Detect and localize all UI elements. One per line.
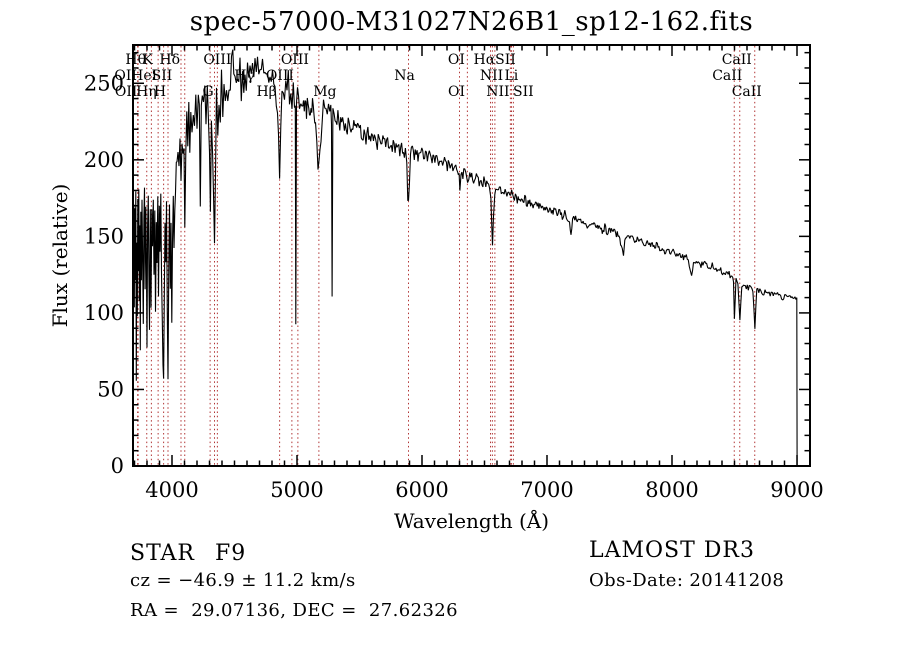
y-tick-label: 50 [97,377,124,401]
x-tick-label: 6000 [395,478,448,502]
spectral-line-label: SII [152,68,173,84]
spectral-line-label: CaII [732,84,762,100]
x-tick-label: 7000 [520,478,573,502]
spectral-line-label: Hγ [234,68,255,84]
spectral-line-label: OII [114,68,137,84]
x-axis-title: Wavelength (Å) [394,508,549,533]
spectral-line-label: SII [513,84,534,100]
spectral-line-label: NII [486,84,509,100]
x-tick-label: 8000 [645,478,698,502]
y-axis-title: Flux (relative) [48,184,72,328]
survey-release-label: LAMOST DR3 [589,538,755,563]
plot-area: 4000 5000 6000 7000 8000 9000 0 50 100 150 200 250 O… [48,44,824,533]
spectral-line-labels: OIIOIIHθHηHeIKHSIIHδGHγOIIIHβOIIIOIIIMgN… [114,52,761,100]
object-subclass-label: F9 [215,541,247,566]
spectrum-plot: 4000 5000 6000 7000 8000 9000050100150200250O… [48,44,824,533]
object-class-label: STAR [130,541,195,566]
spectral-line-label: K [142,52,153,68]
spectral-line-label: CaII [712,68,742,84]
spectral-line-label: OIII [266,68,294,84]
obs-date-value: Obs-Date: 20141208 [589,570,785,591]
y-tick-label: 0 [111,454,124,478]
y-tick-labels: 0 50 100 150 200 250 [84,71,124,478]
spectral-line-label: Li [504,68,518,84]
spectral-line-label: Hη [136,84,157,100]
spectral-line-label: Mg [313,84,336,100]
y-tick-label: 200 [84,148,124,172]
ra-dec-value: RA = 29.07136, DEC = 27.62326 [130,600,459,621]
x-tick-labels: 4000 5000 6000 7000 8000 9000 [145,478,823,502]
spectral-line-label: HeI [131,68,157,84]
spectral-line-label: H [154,84,166,100]
y-tick-label: 250 [84,71,124,95]
spectrum-trace [132,49,798,467]
axis-ticks [133,45,810,467]
spectral-line-label: OI [448,52,465,68]
spectral-line-label: SII [495,52,516,68]
spectral-line-label: OIII [281,52,309,68]
reference-lines [137,46,756,465]
spectral-line-label: G [203,84,214,100]
x-tick-label: 4000 [145,478,198,502]
y-tick-label: 100 [84,301,124,325]
plot-title: spec-57000-M31027N26B1_sp12-162.fits [189,7,754,37]
spectral-line-label: Hβ [256,84,276,100]
object-classification: STAR F9 [130,541,247,566]
spectral-line-label: OI [448,84,465,100]
spectral-line-label: NII [480,68,503,84]
spectral-line-label: Hδ [159,52,180,68]
spectral-line-label: Hθ [125,52,146,68]
spectral-line-label: CaII [722,52,752,68]
x-tick-label: 9000 [770,478,823,502]
spectral-line-label: Na [394,68,415,84]
cz-value: cz = −46.9 ± 11.2 km/s [130,570,356,591]
plot-frame [132,44,811,467]
spectral-line-label: OII [115,84,138,100]
x-tick-label: 5000 [270,478,323,502]
spectral-line-label: OIII [203,52,231,68]
y-tick-label: 150 [84,224,124,248]
spectral-line-label: Hα [474,52,496,68]
